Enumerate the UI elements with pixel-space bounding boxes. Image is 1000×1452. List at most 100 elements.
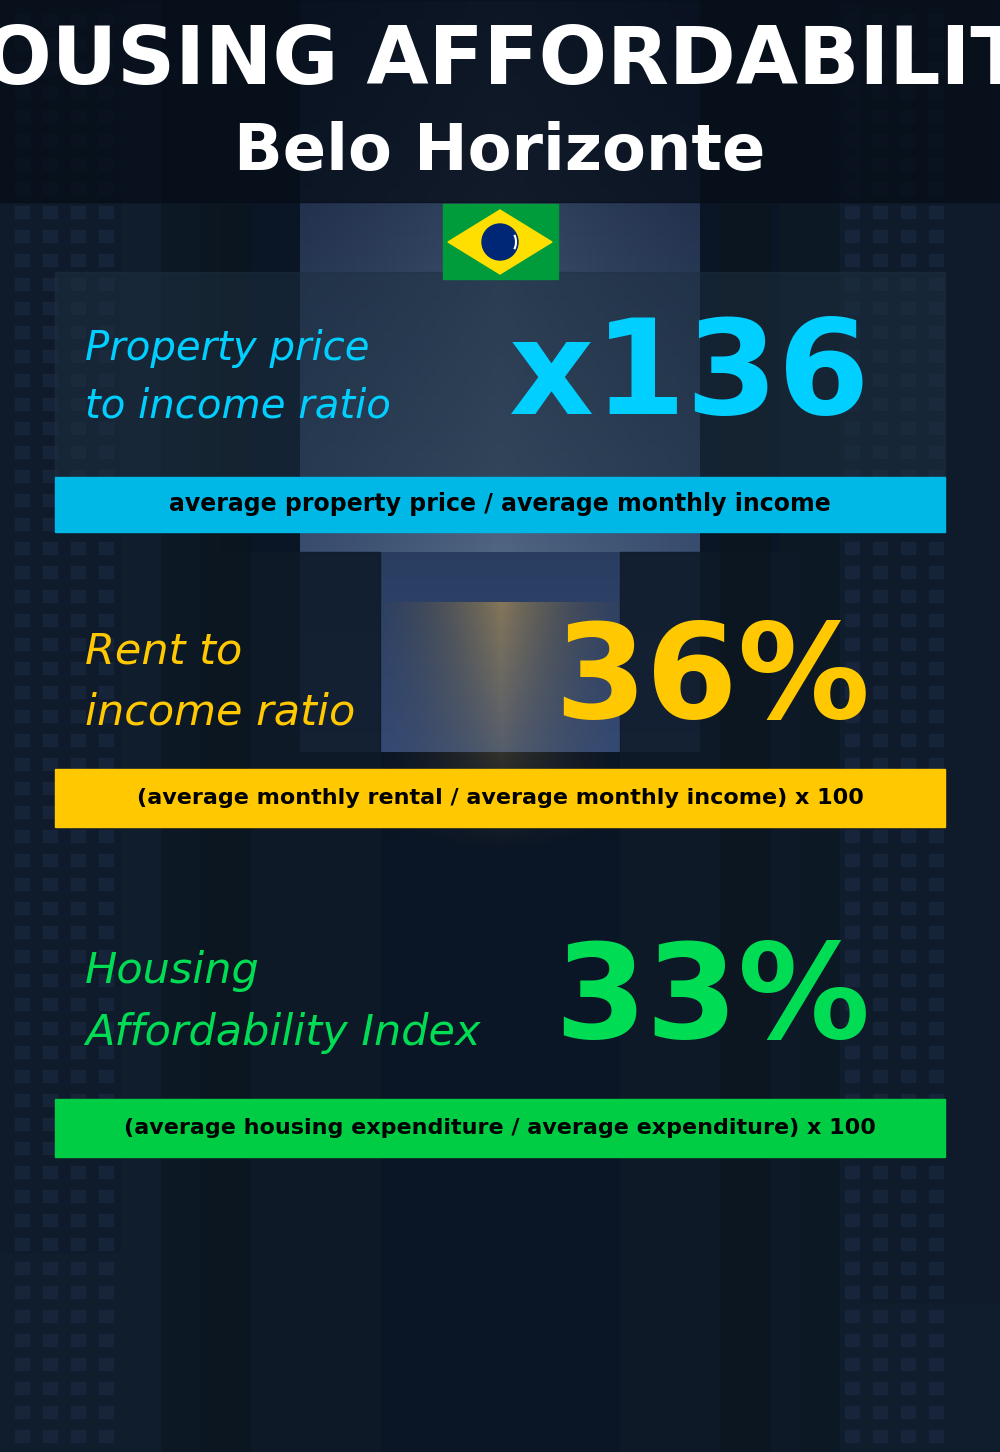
Bar <box>71 158 85 170</box>
Bar <box>71 1430 85 1442</box>
Bar <box>15 542 29 555</box>
Bar <box>99 302 113 314</box>
Bar <box>929 1045 943 1059</box>
Bar <box>873 398 887 409</box>
Bar <box>15 614 29 626</box>
Bar <box>845 15 859 26</box>
Bar <box>43 134 57 147</box>
Bar <box>71 806 85 817</box>
Bar <box>929 15 943 26</box>
Bar <box>15 446 29 457</box>
Bar <box>929 206 943 218</box>
Bar <box>845 229 859 242</box>
Bar <box>71 542 85 555</box>
Bar <box>845 1310 859 1321</box>
Bar <box>71 134 85 147</box>
Bar <box>71 206 85 218</box>
Bar <box>929 229 943 242</box>
Bar <box>845 974 859 986</box>
Bar <box>15 134 29 147</box>
Bar <box>929 831 943 842</box>
Bar <box>873 566 887 578</box>
Bar <box>43 1191 57 1202</box>
Bar <box>43 158 57 170</box>
Bar <box>99 38 113 49</box>
Bar <box>43 350 57 362</box>
Bar <box>99 327 113 338</box>
Bar <box>845 1334 859 1346</box>
Bar <box>845 1166 859 1178</box>
Bar <box>43 710 57 722</box>
Bar <box>99 518 113 530</box>
Bar <box>845 1191 859 1202</box>
Bar <box>99 229 113 242</box>
Bar <box>99 974 113 986</box>
Bar <box>873 950 887 963</box>
Bar <box>901 1045 915 1059</box>
Bar <box>845 1214 859 1225</box>
Bar <box>929 542 943 555</box>
Bar <box>43 86 57 97</box>
Bar <box>929 38 943 49</box>
Bar <box>99 350 113 362</box>
Bar <box>873 302 887 314</box>
Bar <box>15 662 29 674</box>
Bar <box>929 110 943 122</box>
Bar <box>929 710 943 722</box>
Bar <box>901 302 915 314</box>
Bar <box>71 1262 85 1273</box>
Bar <box>99 902 113 913</box>
Bar <box>15 878 29 890</box>
Bar <box>0 0 160 1452</box>
Bar <box>873 831 887 842</box>
Bar <box>901 1334 915 1346</box>
Bar <box>99 998 113 1011</box>
Bar <box>873 542 887 555</box>
Bar <box>845 950 859 963</box>
Bar <box>71 1239 85 1250</box>
Bar <box>901 518 915 530</box>
Bar <box>845 182 859 195</box>
Bar <box>99 398 113 409</box>
Bar <box>873 590 887 603</box>
Bar <box>43 542 57 555</box>
Bar <box>929 1166 943 1178</box>
Bar <box>15 1093 29 1106</box>
Bar <box>901 1166 915 1178</box>
Bar <box>845 38 859 49</box>
Bar <box>845 878 859 890</box>
Bar <box>99 134 113 147</box>
Bar <box>99 735 113 746</box>
Bar <box>929 1358 943 1371</box>
Bar <box>15 1118 29 1130</box>
Bar <box>71 229 85 242</box>
Bar <box>873 206 887 218</box>
Polygon shape <box>448 211 552 274</box>
Bar <box>71 277 85 290</box>
Bar <box>901 614 915 626</box>
Bar <box>71 1310 85 1321</box>
Bar <box>873 1358 887 1371</box>
Bar <box>15 86 29 97</box>
Bar <box>43 229 57 242</box>
Bar <box>873 1430 887 1442</box>
Bar <box>99 542 113 555</box>
Bar <box>620 552 800 1452</box>
Bar <box>845 783 859 794</box>
Bar <box>71 902 85 913</box>
Bar <box>43 1239 57 1250</box>
Bar <box>929 854 943 865</box>
Bar <box>43 566 57 578</box>
Bar <box>929 1430 943 1442</box>
Bar <box>845 1022 859 1034</box>
Bar <box>15 783 29 794</box>
Bar <box>845 302 859 314</box>
Bar <box>901 1430 915 1442</box>
Bar <box>845 494 859 505</box>
Bar <box>929 1214 943 1225</box>
Bar <box>901 902 915 913</box>
Bar <box>845 854 859 865</box>
Bar <box>43 685 57 698</box>
Bar <box>15 998 29 1011</box>
Bar <box>845 542 859 555</box>
